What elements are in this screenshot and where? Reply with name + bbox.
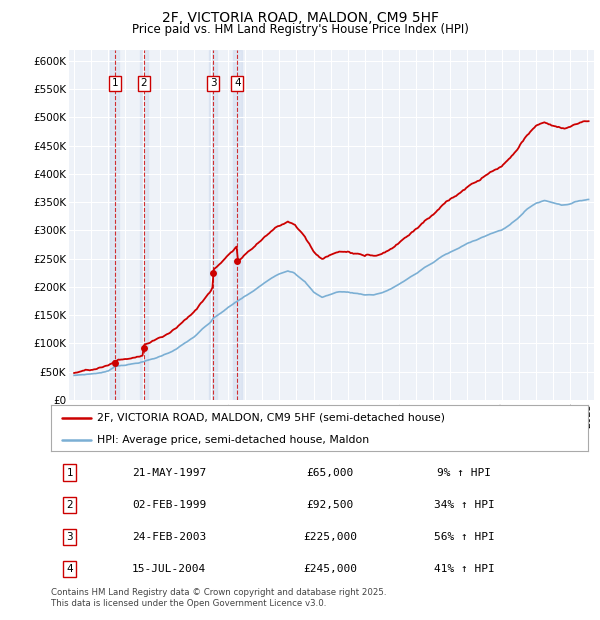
- Text: 2: 2: [140, 79, 147, 89]
- Text: 1: 1: [112, 79, 118, 89]
- Text: 34% ↑ HPI: 34% ↑ HPI: [434, 500, 495, 510]
- Text: £225,000: £225,000: [303, 532, 357, 542]
- Bar: [209, 50, 217, 400]
- Text: £92,500: £92,500: [307, 500, 354, 510]
- Text: 41% ↑ HPI: 41% ↑ HPI: [434, 564, 495, 574]
- Text: 2F, VICTORIA ROAD, MALDON, CM9 5HF: 2F, VICTORIA ROAD, MALDON, CM9 5HF: [161, 11, 439, 25]
- Text: 02-FEB-1999: 02-FEB-1999: [132, 500, 206, 510]
- Text: 3: 3: [67, 532, 73, 542]
- Text: HPI: Average price, semi-detached house, Maldon: HPI: Average price, semi-detached house,…: [97, 435, 369, 445]
- Text: 4: 4: [67, 564, 73, 574]
- Text: 9% ↑ HPI: 9% ↑ HPI: [437, 467, 491, 477]
- Text: 2: 2: [67, 500, 73, 510]
- Text: £65,000: £65,000: [307, 467, 354, 477]
- Bar: [140, 50, 148, 400]
- Text: 21-MAY-1997: 21-MAY-1997: [132, 467, 206, 477]
- Text: Contains HM Land Registry data © Crown copyright and database right 2025.
This d: Contains HM Land Registry data © Crown c…: [51, 588, 386, 608]
- Text: £245,000: £245,000: [303, 564, 357, 574]
- Text: 56% ↑ HPI: 56% ↑ HPI: [434, 532, 495, 542]
- Text: 15-JUL-2004: 15-JUL-2004: [132, 564, 206, 574]
- Text: 4: 4: [234, 79, 241, 89]
- Bar: [110, 50, 119, 400]
- Text: 1: 1: [67, 467, 73, 477]
- Text: 3: 3: [210, 79, 217, 89]
- Text: 2F, VICTORIA ROAD, MALDON, CM9 5HF (semi-detached house): 2F, VICTORIA ROAD, MALDON, CM9 5HF (semi…: [97, 413, 445, 423]
- Text: Price paid vs. HM Land Registry's House Price Index (HPI): Price paid vs. HM Land Registry's House …: [131, 23, 469, 36]
- Bar: [233, 50, 242, 400]
- Text: 24-FEB-2003: 24-FEB-2003: [132, 532, 206, 542]
